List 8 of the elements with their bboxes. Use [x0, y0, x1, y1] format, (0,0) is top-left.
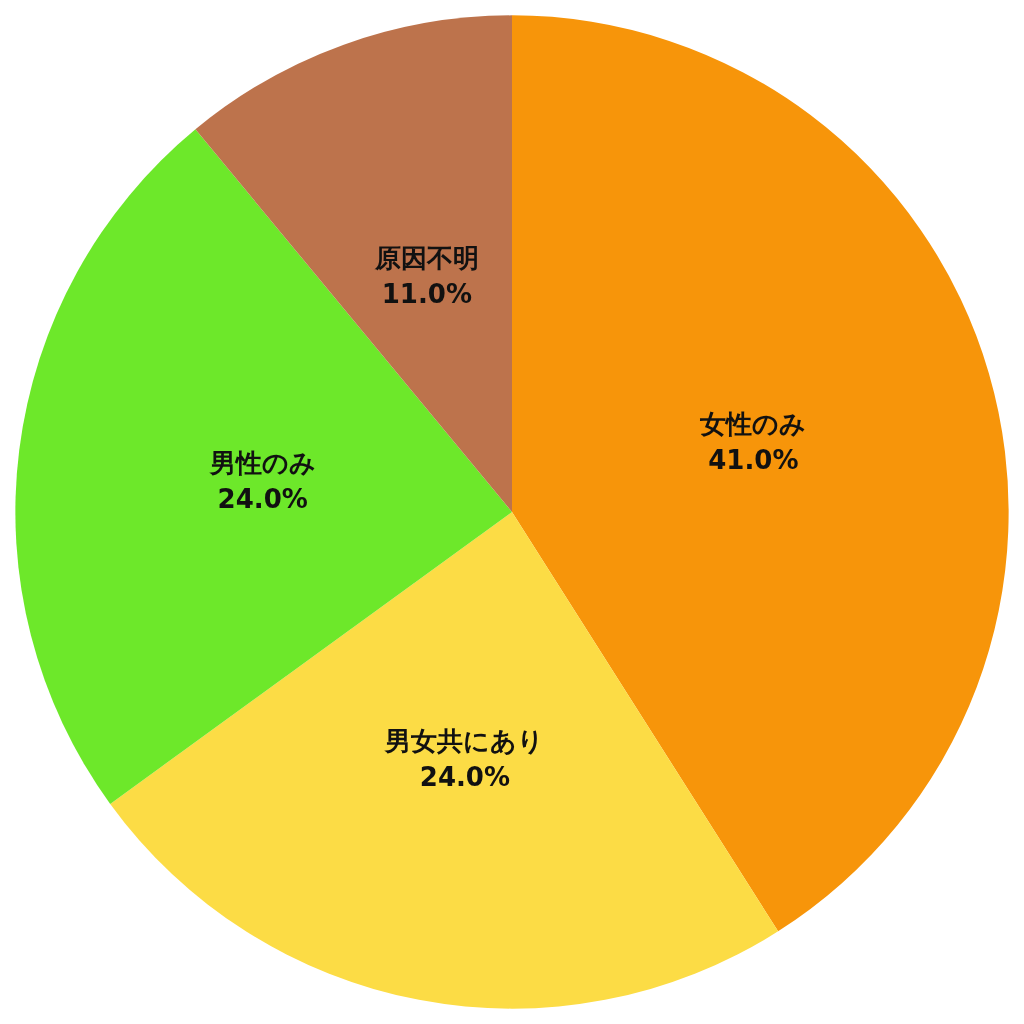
slice-label: 男性のみ	[208, 447, 316, 478]
slice-label: 男女共にあり	[384, 725, 545, 756]
data-label: 41.0%	[708, 444, 799, 475]
data-label: 11.0%	[381, 278, 472, 309]
data-label: 24.0%	[217, 483, 308, 514]
slice-label: 原因不明	[373, 242, 479, 273]
slice-label: 女性のみ	[699, 408, 807, 439]
data-label: 24.0%	[419, 761, 511, 792]
